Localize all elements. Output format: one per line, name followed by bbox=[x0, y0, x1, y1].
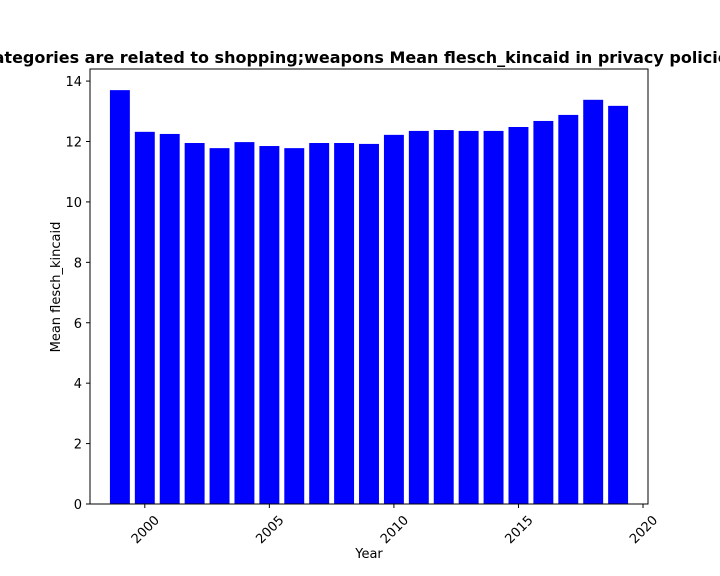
bar-2015 bbox=[508, 127, 529, 504]
x-tick-label: 2000 bbox=[129, 513, 163, 547]
y-tick-label: 12 bbox=[65, 136, 82, 151]
bar-2002 bbox=[184, 143, 205, 504]
bar-1999 bbox=[109, 90, 130, 504]
chart-title: Categories are related to shopping;weapo… bbox=[0, 48, 720, 67]
bar-2001 bbox=[159, 133, 180, 504]
bar-2000 bbox=[134, 131, 155, 505]
x-axis-label: Year bbox=[354, 547, 383, 562]
plot-area-frame bbox=[89, 68, 649, 505]
x-tick-label: 2005 bbox=[253, 513, 287, 547]
y-tick-label: 4 bbox=[74, 377, 82, 392]
bar-2009 bbox=[359, 143, 379, 504]
bar-2003 bbox=[209, 148, 230, 505]
y-tick-label: 8 bbox=[74, 256, 82, 271]
bar-2005 bbox=[259, 146, 280, 504]
bar-2012 bbox=[433, 130, 454, 505]
x-tick-label: 2015 bbox=[503, 513, 537, 547]
bar-2014 bbox=[483, 130, 504, 505]
bars-group bbox=[109, 90, 629, 505]
x-axis: 2000 2005 2010 2015 2020 bbox=[129, 504, 661, 547]
bar-2013 bbox=[458, 130, 479, 505]
y-tick-label: 0 bbox=[74, 498, 82, 513]
y-tick-label: 2 bbox=[74, 438, 82, 453]
bar-2016 bbox=[533, 120, 554, 504]
x-tick-label: 2010 bbox=[378, 513, 412, 547]
bar-2017 bbox=[558, 114, 579, 505]
bar-2010 bbox=[383, 134, 404, 504]
bar-2007 bbox=[309, 143, 330, 504]
y-tick-label: 14 bbox=[65, 75, 82, 90]
bar-2006 bbox=[284, 148, 305, 505]
y-tick-label: 6 bbox=[74, 317, 82, 332]
bar-2019 bbox=[608, 105, 629, 505]
bar-2004 bbox=[234, 142, 255, 504]
y-axis-label: Mean flesch_kincaid bbox=[49, 222, 64, 353]
y-axis: 0 2 4 6 8 10 12 14 bbox=[65, 75, 90, 513]
bar-2011 bbox=[408, 130, 429, 505]
y-tick-label: 10 bbox=[65, 196, 82, 211]
bar-2008 bbox=[334, 143, 355, 504]
bar-2018 bbox=[583, 99, 604, 504]
x-tick-label: 2020 bbox=[627, 513, 661, 547]
